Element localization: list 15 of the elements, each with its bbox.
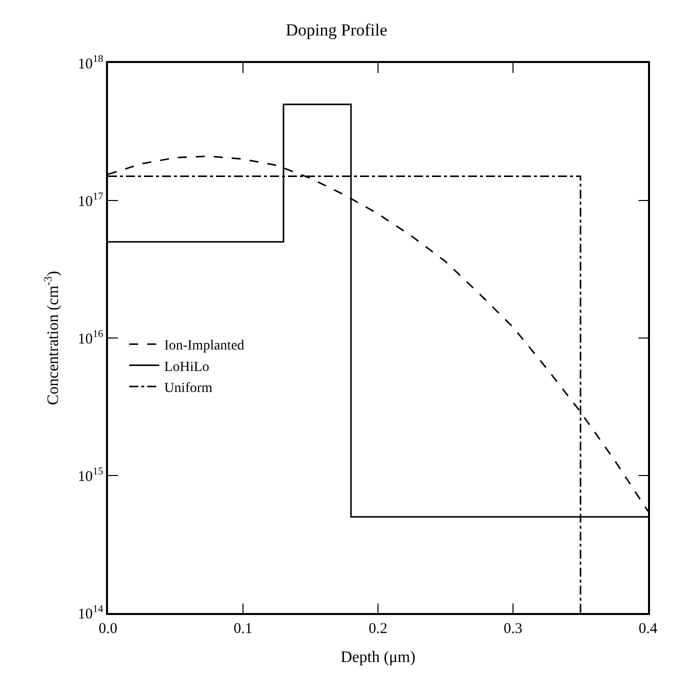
chart-title: Doping Profile <box>286 20 388 40</box>
y-tick-label: 10$^{17}$ <box>78 191 104 210</box>
y-tick-label: 10$^{16}$ <box>78 328 104 348</box>
x-tick-label: 0.4 <box>638 620 658 637</box>
x-tick-label: 0.1 <box>234 620 252 637</box>
legend-label: Uniform <box>164 380 213 396</box>
x-tick-label: 0.0 <box>98 620 118 637</box>
y-tick-label: 10$^{15}$ <box>78 466 104 485</box>
x-tick-label: 0.3 <box>504 620 522 637</box>
x-tick-label: 0.2 <box>368 620 388 637</box>
legend-label: Ion-Implanted <box>164 338 244 354</box>
y-tick-label: 10$^{14}$ <box>78 604 104 622</box>
x-axis-title: Depth (μm) <box>340 648 416 666</box>
legend-label: LoHiLo <box>164 360 210 375</box>
y-tick-label: 10$^{18}$ <box>78 54 104 72</box>
